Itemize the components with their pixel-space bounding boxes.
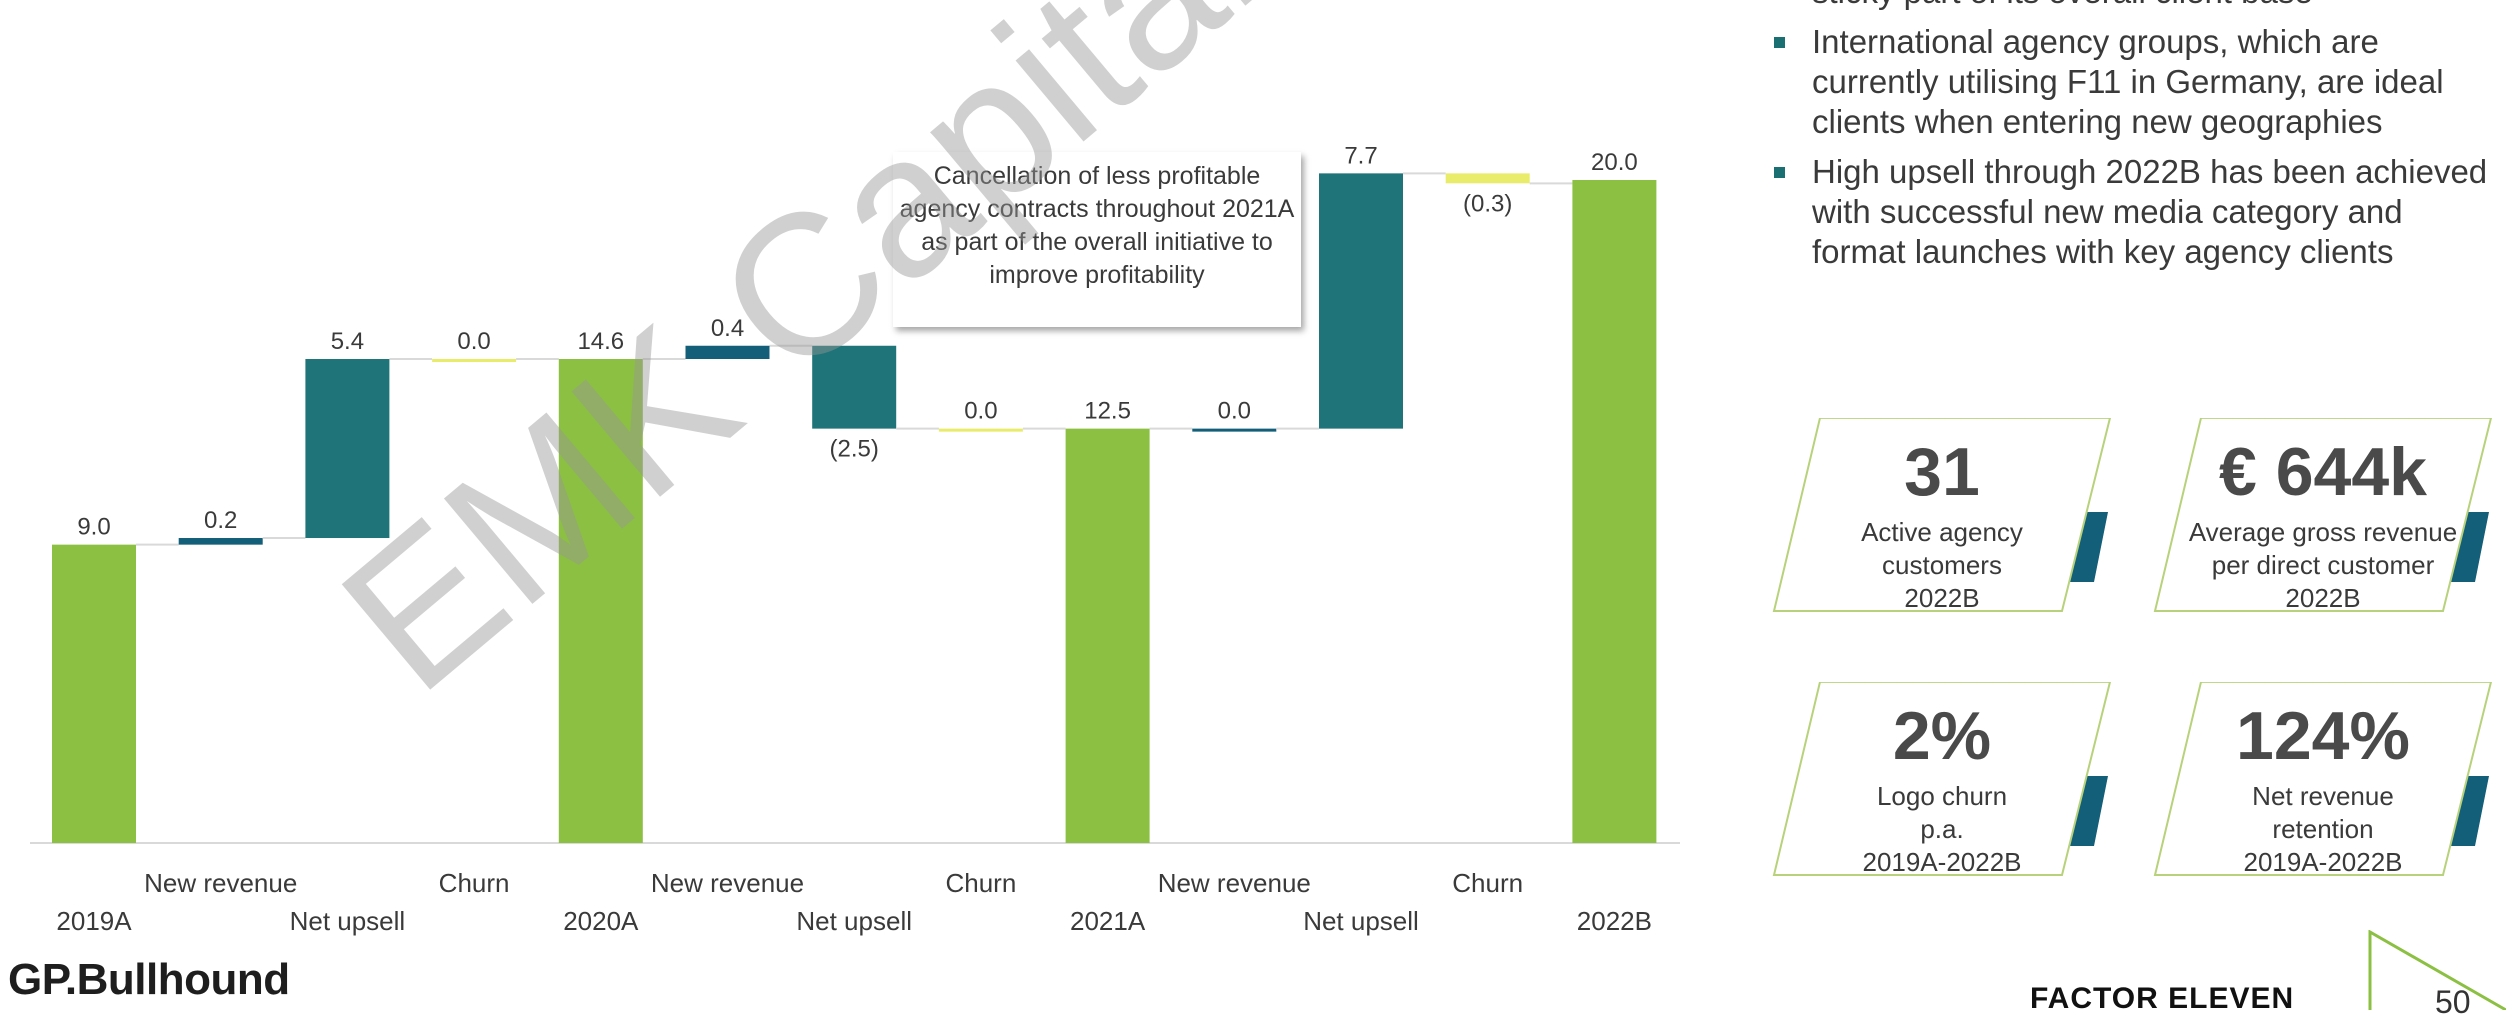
kpi-card: 124% Net revenue retention 2019A-2022B (2153, 682, 2493, 882)
kpi-card-shape (1772, 682, 2112, 876)
value-label: 12.5 (1084, 398, 1131, 425)
bullet-list: sticky part of its overall client base I… (1770, 0, 2500, 282)
kpi-label-line: 2022B (1904, 583, 1980, 613)
bar-new (685, 345, 770, 360)
value-label: 0.0 (964, 398, 997, 425)
kpi-value: 31 (1904, 434, 1980, 510)
value-label: (2.5) (830, 436, 879, 463)
kpi-card: 31 Active agency customers 2022B (1772, 418, 2112, 618)
bar-upsell (812, 345, 897, 429)
category-label: Net upsell (290, 906, 406, 936)
kpi-card-shape (1772, 418, 2112, 612)
category-label: Net upsell (1303, 906, 1419, 936)
category-label: Churn (945, 868, 1016, 898)
kpi-label: Active agency customers 2022B (1792, 516, 2092, 615)
factor-eleven-logo: FACTOR ELEVEN (2030, 982, 2295, 1015)
kpi-card: 2% Logo churn p.a. 2019A-2022B (1772, 682, 2112, 882)
gp-bullhound-logo: GP.Bullhound (8, 955, 290, 1004)
page-number: 50 (2435, 984, 2471, 1020)
kpi-value: 124% (2236, 698, 2410, 774)
kpi-label-line: Active agency (1861, 517, 2023, 547)
kpi-label-line: 2019A-2022B (2243, 847, 2403, 877)
category-label: Churn (1452, 868, 1523, 898)
kpi-card: € 644k Average gross revenue per direct cu… (2153, 418, 2493, 618)
bar-total (1572, 180, 1657, 843)
kpi-value: 2% (1892, 698, 1992, 774)
category-label: 2022B (1577, 906, 1652, 936)
kpi-card-shape (2153, 682, 2493, 876)
value-label: 0.2 (204, 507, 237, 534)
value-label: 14.6 (577, 328, 624, 355)
kpi-label: Logo churn p.a. 2019A-2022B (1792, 780, 2092, 879)
value-label: 20.0 (1591, 149, 1638, 176)
value-label: 0.4 (711, 315, 744, 342)
kpi-label-line: 2022B (2285, 583, 2361, 613)
kpi-label: Average gross revenue per direct customer… (2173, 516, 2473, 615)
category-label: 2019A (56, 906, 132, 936)
bullet-item: High upsell through 2022B has been achie… (1770, 152, 2500, 272)
category-label: Churn (439, 868, 510, 898)
value-label: 9.0 (77, 514, 110, 541)
kpi-label-line: Net revenue (2252, 781, 2394, 811)
value-label: 7.7 (1344, 142, 1377, 169)
kpi-label-line: Average gross revenue (2188, 517, 2458, 547)
waterfall-chart: 9.0 2019A 0.2 New revenue 5.4 Net upsell 0.0 Ch… (30, 142, 1680, 936)
value-label: 0.0 (457, 328, 490, 355)
kpi-value: € 644k (2219, 434, 2427, 510)
bar-new (1192, 428, 1277, 432)
category-label: New revenue (651, 868, 804, 898)
page-corner-icon (2368, 930, 2506, 1010)
bar-total (1065, 428, 1150, 843)
bar-churn (1445, 173, 1530, 184)
kpi-label-line: retention (2272, 814, 2374, 844)
category-label: New revenue (1158, 868, 1311, 898)
value-label: (0.3) (1463, 190, 1512, 217)
bar-total (52, 544, 136, 843)
value-label: 0.0 (1218, 398, 1251, 425)
bullet-square-icon (1774, 37, 1785, 48)
bar-upsell (305, 359, 390, 539)
category-label: 2020A (563, 906, 639, 936)
bar-new (178, 538, 263, 545)
kpi-label-line: customers (1882, 550, 2002, 580)
kpi-card-shape (2153, 418, 2493, 612)
kpi-label-line: 2019A-2022B (1862, 847, 2022, 877)
category-label: 2021A (1070, 906, 1146, 936)
bullet-item: sticky part of its overall client base (1770, 0, 2500, 12)
bullet-square-icon (1774, 167, 1785, 178)
category-label: New revenue (144, 868, 297, 898)
kpi-label-line: per direct customer (2211, 550, 2435, 580)
kpi-label-line: p.a. (1920, 814, 1964, 844)
value-label: 5.4 (331, 328, 364, 355)
churn-callout: Cancellation of less profitable agency c… (893, 152, 1301, 327)
bar-upsell (1319, 173, 1403, 429)
kpi-label-line: Logo churn (1876, 781, 2008, 811)
bar-churn (938, 428, 1023, 432)
bullet-item: International agency groups, which are c… (1770, 22, 2500, 142)
bar-churn (432, 359, 517, 363)
kpi-label: Net revenue retention 2019A-2022B (2173, 780, 2473, 879)
bar-total (558, 359, 643, 843)
category-label: Net upsell (796, 906, 912, 936)
